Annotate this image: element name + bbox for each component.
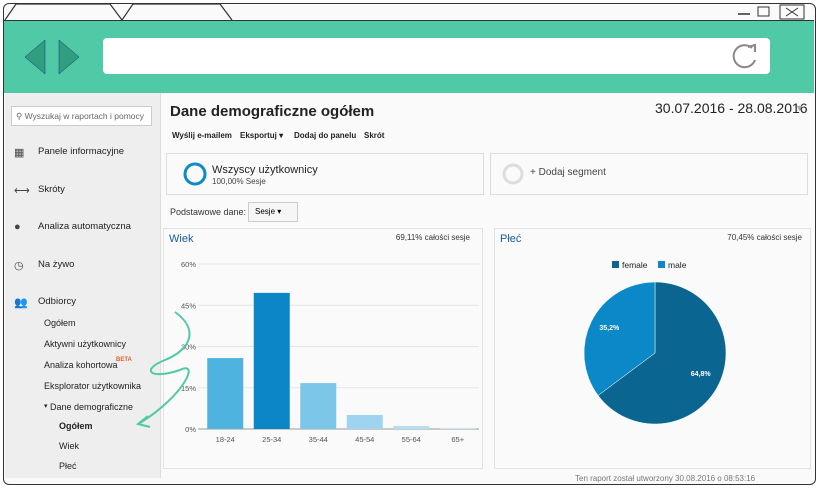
bar [300, 383, 337, 429]
y-tick-label: 60% [181, 260, 196, 269]
y-tick-label: 15% [181, 384, 196, 393]
y-tick-label: 0% [185, 425, 196, 434]
nav-icon: ◷ [14, 259, 24, 272]
bar [439, 427, 476, 429]
nav-icon: 👥 [14, 297, 28, 309]
nav-subsubitem[interactable]: Płeć [59, 461, 77, 471]
beta-badge: BETA [116, 357, 132, 363]
gender-panel [494, 228, 811, 469]
add-segment-label: + Dodaj segment [530, 167, 606, 178]
legend-swatch [612, 261, 619, 268]
date-caret[interactable]: ▼ [795, 103, 804, 113]
pie-slice [583, 281, 656, 396]
toolbar-button[interactable]: Skrót [364, 131, 385, 140]
chart-subtitle: 70,45% całości sesje [727, 233, 802, 242]
sidebar [5, 93, 161, 478]
primary-select[interactable]: Sesje ▾ [248, 202, 298, 222]
bar [253, 292, 290, 429]
x-tick-label: 25-34 [262, 435, 281, 444]
bar [346, 414, 383, 429]
bar [207, 358, 244, 429]
search-placeholder: Wyszukaj w raportach i pomocy [24, 111, 145, 121]
toolbar-button[interactable]: Wyślij e-mailem [172, 131, 232, 140]
x-tick-label: 55-64 [402, 435, 421, 444]
pie-slice [597, 281, 727, 425]
nav-subsubitem[interactable]: Ogółem [59, 421, 93, 431]
nav-item[interactable]: Panele informacyjne [38, 146, 125, 157]
search-box[interactable]: ⚲ Wyszukaj w raportach i pomocy [11, 106, 152, 126]
nav-item[interactable]: Na żywo [38, 258, 75, 270]
segment-icon [183, 162, 207, 186]
nav-subitem[interactable]: Ogółem [44, 318, 76, 328]
toolbar-button[interactable]: Eksportuj ▾ [240, 131, 284, 140]
nav-icon: ▦ [14, 147, 25, 159]
y-tick-label: 30% [181, 343, 196, 352]
nav-subsubitem[interactable]: Wiek [59, 441, 79, 451]
x-tick-label: 35-44 [309, 435, 328, 444]
data-label: 35,2% [599, 325, 620, 332]
legend-swatch [658, 261, 665, 268]
data-label: 64,8% [691, 371, 712, 378]
nav-subitem[interactable]: Eksplorator użytkownika [44, 381, 142, 391]
page-title: Dane demograficzne ogółem [170, 103, 375, 120]
footer: Ten raport został utworzony 30.08.2016 o… [575, 474, 756, 483]
add-icon [502, 163, 524, 185]
nav-icon: ● [14, 221, 21, 233]
nav-item[interactable]: Odbiorcy [38, 296, 77, 307]
primary-label: Podstawowe dane: [170, 207, 247, 217]
add-segment[interactable] [490, 153, 808, 195]
chart-subtitle: 69,11% całości sesje [396, 233, 471, 242]
legend-label: male [668, 260, 687, 270]
y-tick-label: 45% [181, 301, 196, 310]
chrome [4, 3, 805, 75]
nav-item[interactable]: Analiza automatyczna [38, 221, 131, 232]
legend-label: female [622, 260, 648, 270]
x-tick-label: 65+ [451, 435, 464, 444]
nav-item[interactable]: Skróty [38, 183, 65, 195]
segment-name: Wszyscy użytkownicy [212, 164, 318, 176]
x-tick-label: 18-24 [216, 435, 235, 444]
nav-subitem[interactable]: Dane demograficzne [50, 402, 134, 412]
caret: ▾ [44, 403, 48, 410]
chart-title: Płeć [500, 233, 522, 245]
nav-icon: ⟷ [14, 184, 30, 197]
primary-value: Sesje [255, 207, 276, 216]
date-range[interactable]: 30.07.2016 - 28.08.2016 [655, 100, 808, 116]
nav-subitem[interactable]: Analiza kohortowa [44, 360, 118, 370]
chart-title: Wiek [169, 233, 194, 245]
segment[interactable] [166, 153, 484, 195]
toolbar-button[interactable]: Dodaj do panelu [294, 131, 357, 140]
bar [393, 425, 430, 429]
x-tick-label: 45-54 [355, 435, 374, 444]
nav-subitem[interactable]: Aktywni użytkownicy [44, 339, 127, 349]
segment-detail: 100,00% Sesje [212, 177, 266, 186]
